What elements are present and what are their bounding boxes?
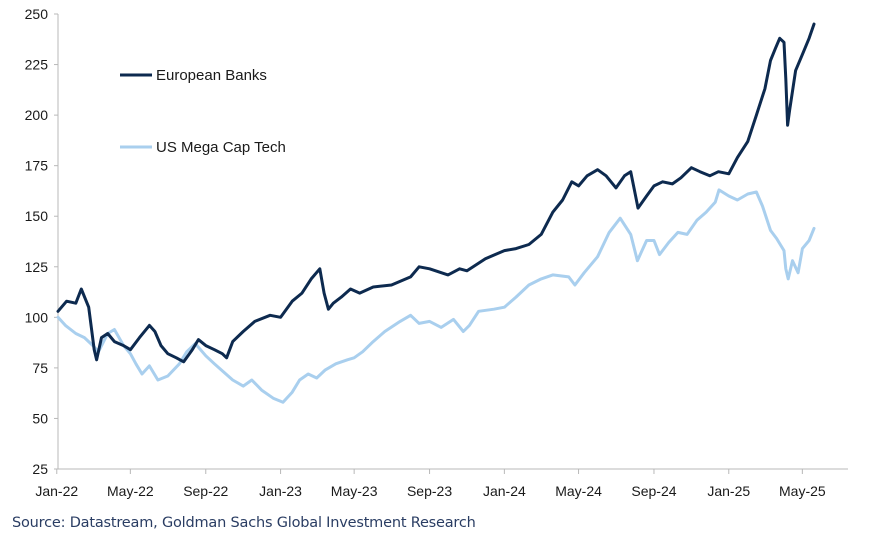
y-tick-label: 150: [25, 208, 49, 224]
y-tick-label: 250: [25, 6, 49, 22]
x-tick-label: Jan-25: [707, 483, 750, 499]
y-tick-label: 225: [25, 57, 49, 73]
x-tick-label: Sep-22: [183, 483, 228, 499]
legend-label: European Banks: [156, 67, 267, 84]
series-layer: [56, 22, 816, 404]
y-tick-label: 200: [25, 107, 49, 123]
x-tick-label: May-22: [107, 483, 154, 499]
us-mega-cap-tech-line: [56, 188, 816, 404]
legend-label: US Mega Cap Tech: [156, 139, 286, 156]
y-tick-label: 25: [32, 461, 48, 477]
x-tick-label: Jan-23: [259, 483, 302, 499]
x-tick-label: May-24: [555, 483, 602, 499]
y-axis: 25 50 75 100 125 150 175 200 225 250: [25, 6, 59, 477]
source-note: Source: Datastream, Goldman Sachs Global…: [12, 515, 476, 531]
y-tick-label: 125: [25, 259, 49, 275]
x-axis: Jan-22 May-22 Sep-22 Jan-23 May-23 Sep-23 Jan-…: [35, 468, 848, 499]
y-tick-label: 50: [32, 410, 48, 426]
y-tick-label: 75: [32, 360, 48, 376]
x-tick-label: May-23: [331, 483, 378, 499]
x-tick-label: Jan-22: [35, 483, 78, 499]
x-tick-label: Jan-24: [483, 483, 526, 499]
european-banks-line: [56, 22, 816, 364]
y-tick-label: 100: [25, 309, 49, 325]
x-tick-label: Sep-23: [407, 483, 452, 499]
y-tick-label: 175: [25, 158, 49, 174]
legend: European Banks US Mega Cap Tech: [120, 67, 286, 156]
x-tick-label: May-25: [779, 483, 826, 499]
x-tick-label: Sep-24: [631, 483, 676, 499]
